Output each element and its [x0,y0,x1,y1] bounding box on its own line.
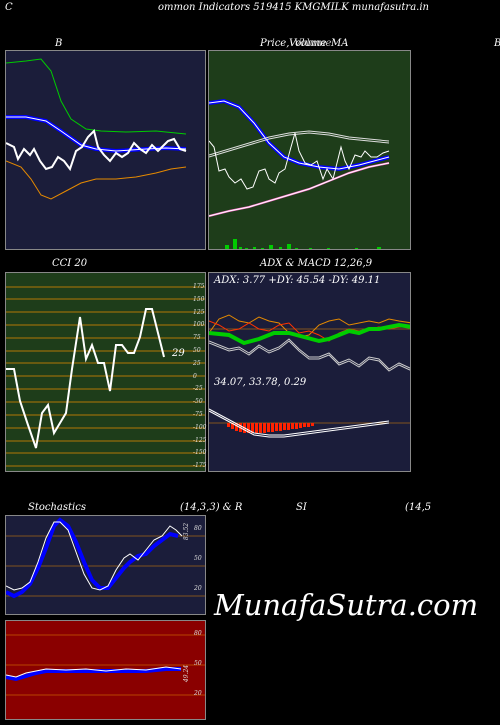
rsi-level-80: 80 [194,630,202,637]
price-ma-price-line [209,132,390,190]
adx-line [209,322,410,346]
bollinger-price-line [6,129,187,172]
stochastics-title: Stochastics [28,502,86,513]
price-ma-title-volume: Volume [289,38,327,49]
cci-title: CCI 20 [52,258,88,269]
stochastics-value: 83.52 [183,522,191,541]
page-title: ommon Indicators 519415 KMGMILK munafasu… [158,2,429,13]
price-ma-slow-line [209,162,390,217]
bollinger-panel [5,50,206,250]
cci-axis-label: -100 [193,423,207,431]
cci-axis-label: -50 [193,398,203,406]
rsi-level-20: 20 [194,690,202,697]
bollinger-middle-band [6,115,187,154]
stochastics-level-20: 20 [194,585,202,592]
bollinger-chart [6,58,187,200]
price-ma-panel [208,50,411,250]
rsi-chart [6,634,205,696]
stochastics-level-50: 50 [194,555,202,562]
cci-line [6,308,165,449]
price-ma-title-ma: MA [331,38,349,49]
stochastics-level-80: 80 [194,525,202,532]
bollinger-upper-band [6,58,187,135]
price-ma-title-price: Price, [260,38,290,49]
rsi-value: 49.24 [183,664,191,683]
cci-chart [6,286,205,467]
rsi-title: SI [296,502,307,513]
adx-plus-di-line [209,314,410,338]
cci-axis-label: 0 [193,372,197,380]
price-ma-medium-line-b [209,132,390,158]
macd-values: 34.07, 33.78, 0.29 [214,377,307,388]
price-ma-title-overlap: Volume [294,38,332,49]
cci-gridlines [6,286,205,467]
cci-axis-label: -25 [193,385,203,393]
volume-bars [225,239,381,249]
cci-axis-label: 50 [193,347,201,354]
cci-value: 29 [172,348,185,359]
stochastics-d-line [6,517,179,599]
rsi-panel [5,620,206,720]
cci-axis-label: 25 [193,359,201,367]
bollinger-title: B [55,38,63,49]
cci-axis-label: -175 [193,462,207,470]
stochastics-params: (14,3,3) & R [180,502,243,513]
cci-axis-label: -150 [193,449,207,457]
macd-signal-line [209,410,390,438]
cci-axis-label: -75 [193,411,203,418]
price-ma-medium-line-a [209,130,390,156]
cci-axis-label: -125 [193,436,207,444]
cci-axis-label: 75 [193,334,201,342]
cci-panel [5,272,206,472]
rsi-smooth-line [6,667,181,682]
macd-line [209,408,390,436]
cci-axis-label: 100 [193,321,205,329]
watermark: MunafaSutra.com [214,588,479,622]
adx-macd-chart [209,314,410,438]
stochastics-chart [6,517,205,599]
rsi-params: (14,5 [405,502,432,513]
cci-axis-label: 175 [193,283,205,290]
right-edge-letter: B [494,38,500,49]
adx-macd-panel: ADX: 3.77 +DY: 45.54 -DY: 49.11 34.07, 3… [208,272,411,472]
bollinger-lower-band [6,160,187,200]
rsi-line [6,666,182,678]
rsi-level-50: 50 [194,660,202,667]
adx-lower-line [209,338,410,370]
price-ma-chart [209,98,390,249]
cci-axis-label: 125 [193,308,205,316]
header-left-letter: C [5,2,13,13]
cci-axis-label: 150 [193,295,205,303]
stochastics-panel [5,515,206,615]
price-ma-fast-line [209,98,390,172]
adx-values: ADX: 3.77 +DY: 45.54 -DY: 49.11 [214,275,381,286]
adx-macd-title: ADX & MACD 12,26,9 [260,258,373,269]
stochastics-k-line [6,521,183,591]
